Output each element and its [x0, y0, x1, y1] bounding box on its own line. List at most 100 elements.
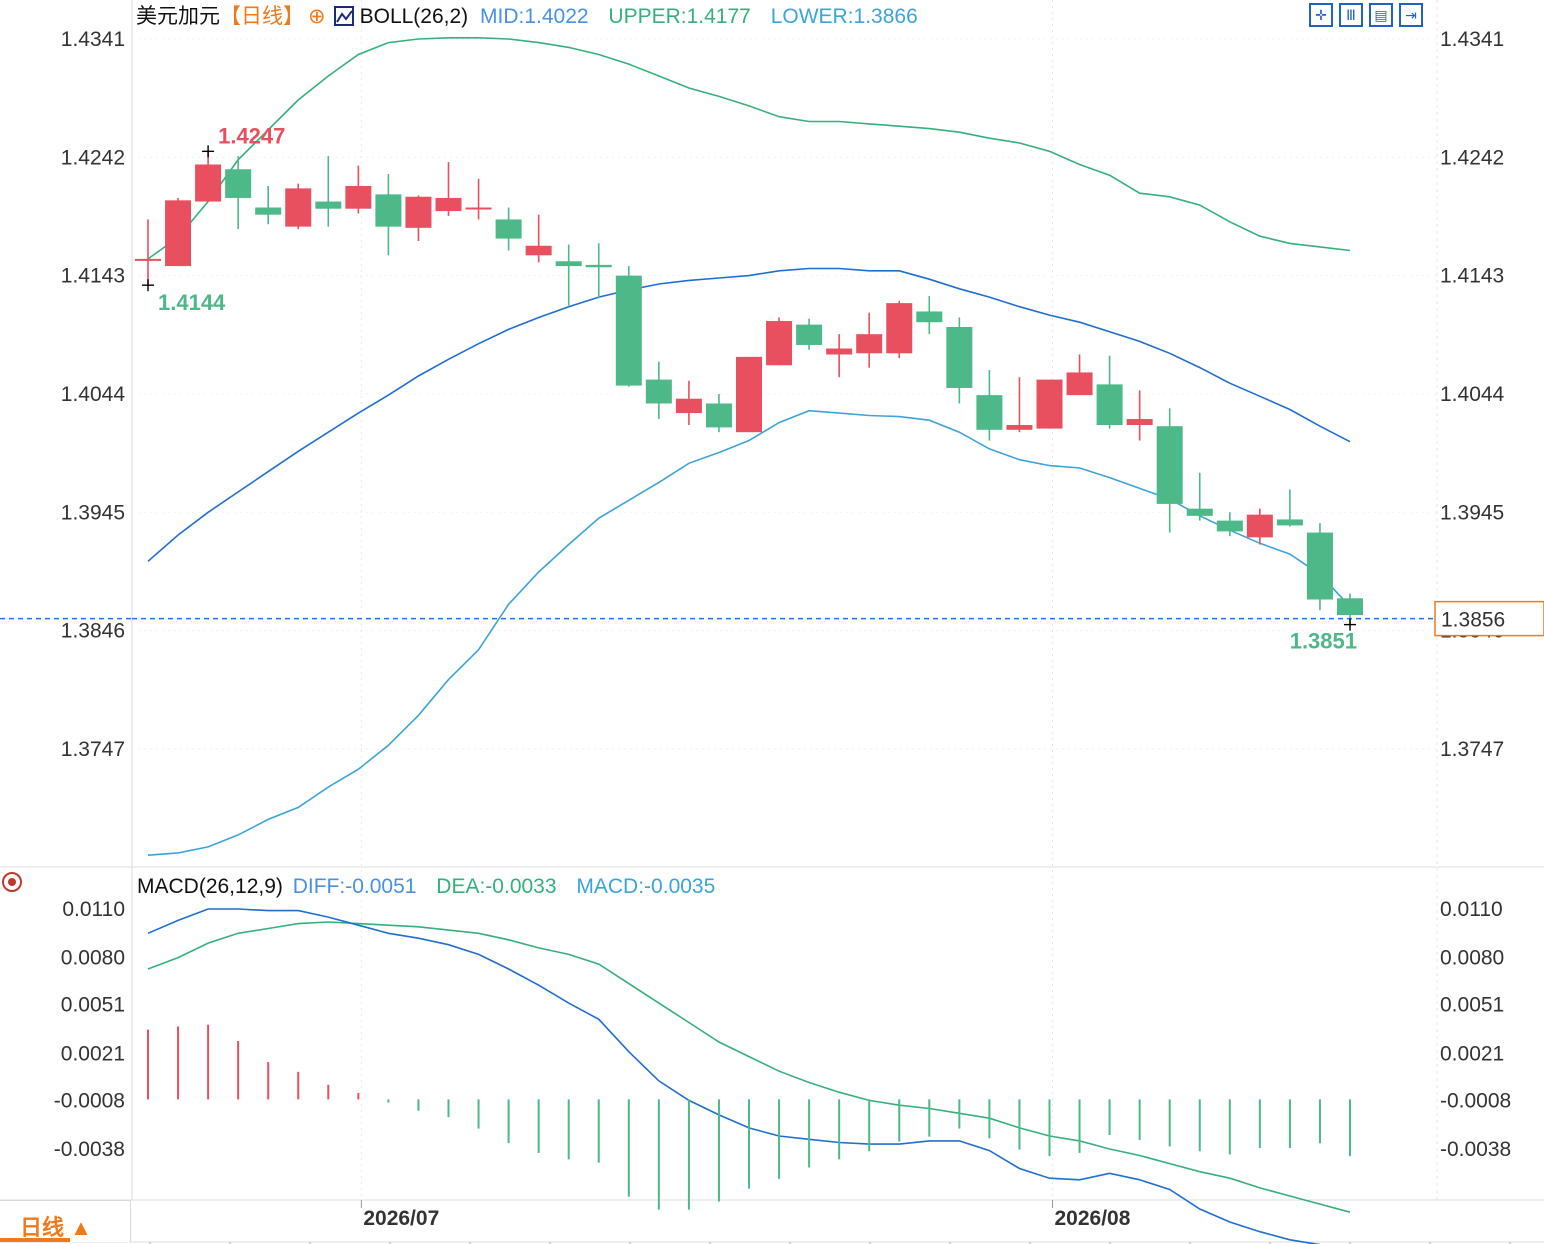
macd-tick-label-left: 0.0021 — [61, 1042, 125, 1065]
candle — [225, 156, 252, 230]
candle-body — [465, 207, 492, 210]
period-button[interactable]: 日线 ▲ — [0, 1200, 131, 1242]
candle-body — [285, 188, 312, 227]
main-header: 美元加元【日线】 ⊕ BOLL(26,2) MID:1.4022 UPPER:1.4… — [136, 5, 918, 29]
candle-body — [886, 303, 913, 354]
crosshair-icon[interactable]: ✛ — [1309, 3, 1333, 27]
candle-body — [525, 245, 552, 256]
candle — [856, 312, 883, 368]
candle — [165, 197, 192, 267]
high-label: 1.4247 — [218, 123, 285, 148]
candle — [796, 318, 823, 350]
y-tick-label-right: 1.3945 — [1440, 501, 1504, 524]
y-tick-label-right: 1.4341 — [1440, 28, 1504, 51]
macd-tick-label-right: -0.0008 — [1440, 1089, 1511, 1112]
y-tick-label-left: 1.3945 — [61, 501, 125, 524]
boll-lower-line — [147, 409, 1351, 856]
zoom-icon[interactable]: ⊕ — [308, 5, 326, 28]
candle — [435, 162, 462, 216]
y-tick-label-right: 1.4044 — [1440, 383, 1505, 406]
period-tag[interactable]: 【日线】 — [220, 5, 304, 28]
fullscreen-icon[interactable]: ⇥ — [1399, 3, 1423, 27]
candle — [1126, 390, 1153, 441]
macd-tick-label-left: 0.0051 — [61, 994, 125, 1017]
candle-body — [315, 201, 342, 209]
toolbar: ✛ Ⅲ ▤ ⇥ — [1309, 3, 1423, 27]
candle — [615, 266, 642, 387]
candle — [736, 356, 762, 433]
candle-body — [585, 264, 612, 268]
candle — [826, 334, 853, 378]
candle-body — [705, 403, 732, 428]
candle-body — [1337, 598, 1363, 616]
candle — [465, 178, 492, 220]
candle-body — [796, 324, 823, 345]
candle-body — [766, 321, 793, 366]
period-underline — [0, 1238, 70, 1242]
candle — [886, 300, 913, 359]
candle-body — [1216, 520, 1243, 532]
boll-upper-line — [147, 36, 1351, 260]
candle — [375, 174, 402, 256]
boll-mid-line — [147, 267, 1351, 562]
candle-body — [225, 169, 252, 198]
candle — [555, 244, 582, 306]
candle-body — [615, 275, 642, 386]
x-tick-label: 2026/07 — [363, 1207, 439, 1230]
current-price-label: 1.3856 — [1441, 609, 1505, 632]
candle-body — [946, 327, 973, 388]
candle-body — [976, 395, 1003, 430]
period-button-label: 日线 ▲ — [20, 1215, 92, 1240]
candle — [285, 183, 312, 230]
boll-label: BOLL(26,2) — [359, 5, 469, 28]
macd-header: MACD(26,12,9) DIFF:-0.0051 DEA:-0.0033 M… — [137, 875, 715, 899]
candle-body — [826, 348, 853, 355]
candle-body — [555, 261, 582, 267]
candle — [255, 185, 282, 225]
candles — [135, 151, 1363, 625]
candle — [645, 361, 672, 420]
candle — [1216, 512, 1243, 537]
candle-body — [1066, 372, 1093, 396]
current-price-tag — [1434, 600, 1544, 637]
candle — [345, 165, 372, 214]
bar-style-icon[interactable]: Ⅲ — [1339, 3, 1363, 27]
y-tick-label-right: 1.4143 — [1440, 265, 1504, 288]
y-tick-label-left: 1.4242 — [61, 146, 125, 169]
candle-body — [1306, 532, 1333, 600]
candle — [525, 214, 552, 263]
boll-icon[interactable] — [333, 6, 354, 26]
macd-tick-label-left: 0.0110 — [62, 898, 125, 921]
boll-bands — [147, 36, 1351, 856]
macd-tick-label-right: 0.0051 — [1440, 994, 1504, 1017]
y-tick-label-left: 1.4044 — [61, 383, 126, 406]
candle-body — [1096, 384, 1123, 426]
candle — [1156, 408, 1183, 533]
y-tick-label-left: 1.3846 — [61, 620, 125, 643]
last-low-label: 1.3851 — [1290, 629, 1357, 654]
candle — [1006, 377, 1033, 433]
boll-lower-value: LOWER:1.3866 — [770, 5, 918, 28]
price-marks: 1.3856 1.4247 1.4144 1.3851 — [0, 123, 1544, 654]
macd-dea-value: DEA:-0.0033 — [436, 875, 557, 898]
candle-body — [1246, 514, 1273, 538]
candle — [766, 317, 793, 366]
low-label: 1.4144 — [158, 290, 226, 315]
candle — [495, 207, 522, 251]
candle — [1036, 379, 1063, 429]
candle-body — [165, 200, 192, 267]
candle — [976, 370, 1003, 441]
candle — [585, 243, 612, 299]
candle — [315, 156, 342, 227]
indicator-icon[interactable]: ▤ — [1369, 3, 1393, 27]
candle-body — [405, 196, 432, 228]
boll-mid-value: MID:1.4022 — [480, 5, 589, 28]
macd-tick-label-left: -0.0008 — [54, 1089, 125, 1112]
macd-tick-label-right: -0.0038 — [1440, 1138, 1511, 1161]
candle — [1186, 472, 1213, 521]
settings-icon[interactable] — [2, 872, 22, 892]
diff-line — [147, 908, 1321, 1244]
